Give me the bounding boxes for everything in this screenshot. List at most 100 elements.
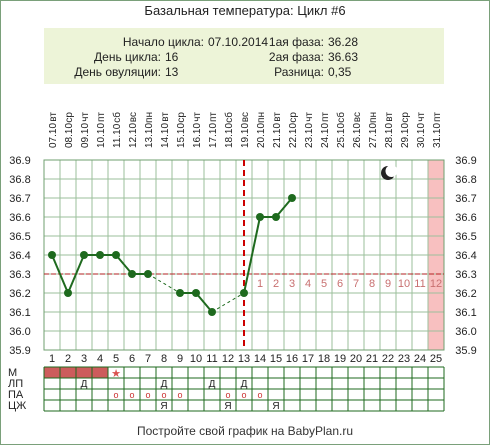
y-tick-label-left: 36.1 — [9, 307, 30, 319]
y-tick-label-left: 36.0 — [9, 326, 30, 338]
weekday-label: пт — [320, 112, 331, 122]
weekday-label: ср — [400, 112, 411, 123]
temperature-point — [112, 251, 120, 259]
y-tick-label-right: 36.7 — [455, 193, 476, 205]
post-ovulation-day-label: 1 — [257, 278, 263, 290]
footer-link[interactable]: Постройте свой график на BabyPlan.ru — [136, 424, 354, 438]
day-number-label: 2 — [65, 353, 71, 365]
date-label: 22.10 — [288, 123, 299, 148]
y-tick-label-left: 36.2 — [9, 288, 30, 300]
day-number-label: 9 — [177, 353, 183, 365]
temperature-point — [256, 213, 264, 221]
date-label: 20.10 — [256, 123, 267, 148]
day-number-label: 24 — [414, 353, 426, 365]
temperature-point — [80, 251, 88, 259]
date-label: 27.10 — [368, 123, 379, 148]
date-label: 07.10 — [48, 123, 59, 148]
day-number-label: 7 — [145, 353, 151, 365]
phase1-value: 36.28 — [328, 35, 359, 49]
post-ovulation-day-label: 12 — [430, 278, 442, 290]
y-tick-label-left: 36.5 — [9, 231, 30, 243]
post-ovulation-day-label: 5 — [321, 278, 327, 290]
temperature-point — [240, 289, 248, 297]
period-cell — [44, 367, 60, 378]
post-ovulation-day-label: 2 — [273, 278, 279, 290]
post-ovulation-day-label: 3 — [289, 278, 295, 290]
temperature-point — [144, 270, 152, 278]
letter-mark: Д — [241, 379, 248, 390]
letter-mark: Я — [160, 401, 167, 412]
date-label: 25.10 — [336, 123, 347, 148]
y-tick-label-left: 36.8 — [9, 174, 30, 186]
date-label: 28.10 — [384, 123, 395, 148]
date-label: 23.10 — [304, 123, 315, 148]
difference-value: 0,35 — [328, 65, 352, 79]
cycle-day-value: 16 — [165, 50, 179, 64]
date-label: 31.10 — [432, 123, 443, 148]
day-number-label: 8 — [161, 353, 167, 365]
post-ovulation-day-label: 7 — [353, 278, 359, 290]
difference-label: Разница: — [274, 65, 324, 79]
y-tick-label-right: 36.1 — [455, 307, 476, 319]
date-label: 29.10 — [400, 123, 411, 148]
y-tick-label-right: 36.4 — [455, 250, 476, 262]
day-number-label: 5 — [113, 353, 119, 365]
weekday-label: чт — [80, 112, 91, 122]
post-ovulation-day-label: 10 — [398, 278, 410, 290]
date-label: 17.10 — [208, 123, 219, 148]
weekday-label: вс — [240, 112, 251, 122]
circle-mark: о — [225, 390, 230, 400]
post-ovulation-day-label: 8 — [369, 278, 375, 290]
date-label: 30.10 — [416, 123, 427, 148]
temperature-segment — [147, 273, 181, 294]
day-number-label: 16 — [286, 353, 298, 365]
symptom-row-label: ЦЖ — [8, 400, 26, 412]
circle-mark: о — [241, 390, 246, 400]
circle-mark: о — [257, 390, 262, 400]
temperature-segment — [211, 292, 245, 313]
symptom-row-label: ПА — [8, 389, 24, 401]
y-tick-label-right: 35.9 — [455, 345, 476, 357]
weekday-label: вт — [272, 112, 283, 122]
date-label: 10.10 — [96, 123, 107, 148]
symptom-row-label: ЛП — [8, 378, 23, 390]
circle-mark: о — [161, 390, 166, 400]
weekday-label: вт — [48, 112, 59, 122]
cycle-day-label: День цикла: — [94, 50, 161, 64]
y-tick-label-left: 36.7 — [9, 193, 30, 205]
period-cell — [76, 367, 92, 378]
weekday-label: вс — [352, 112, 363, 122]
y-tick-label-right: 36.9 — [455, 155, 476, 167]
page-title: Базальная температура: Цикл #6 — [144, 3, 346, 18]
day-number-label: 15 — [270, 353, 282, 365]
temperature-point — [272, 213, 280, 221]
circle-mark: о — [129, 390, 134, 400]
day-number-label: 20 — [350, 353, 362, 365]
date-label: 15.10 — [176, 123, 187, 148]
weekday-label: пн — [368, 112, 379, 123]
post-ovulation-day-label: 6 — [337, 278, 343, 290]
day-number-label: 6 — [129, 353, 135, 365]
weekday-label: сб — [223, 112, 235, 123]
ovulation-day-label: День овуляции: — [74, 65, 161, 79]
date-label: 08.10 — [64, 123, 75, 148]
temperature-segment — [115, 254, 133, 275]
weekday-label: пт — [96, 112, 107, 122]
temperature-point — [48, 251, 56, 259]
temperature-segment — [67, 254, 85, 294]
cycle-info-panel: Начало цикла: 07.10.2014 День цикла: 16 … — [44, 28, 444, 84]
day-number-label: 17 — [302, 353, 314, 365]
date-label: 16.10 — [192, 123, 203, 148]
date-label: 14.10 — [160, 123, 171, 148]
symptom-row-label: М — [8, 367, 17, 379]
temperature-point — [128, 270, 136, 278]
day-number-label: 13 — [238, 353, 250, 365]
y-tick-label-left: 35.9 — [9, 345, 30, 357]
ovulation-day-value: 13 — [165, 65, 179, 79]
date-label: 09.10 — [80, 123, 91, 148]
day-number-label: 19 — [334, 353, 346, 365]
y-tick-label-right: 36.6 — [455, 212, 476, 224]
temperature-point — [192, 289, 200, 297]
cycle-start-label: Начало цикла: — [122, 35, 204, 49]
